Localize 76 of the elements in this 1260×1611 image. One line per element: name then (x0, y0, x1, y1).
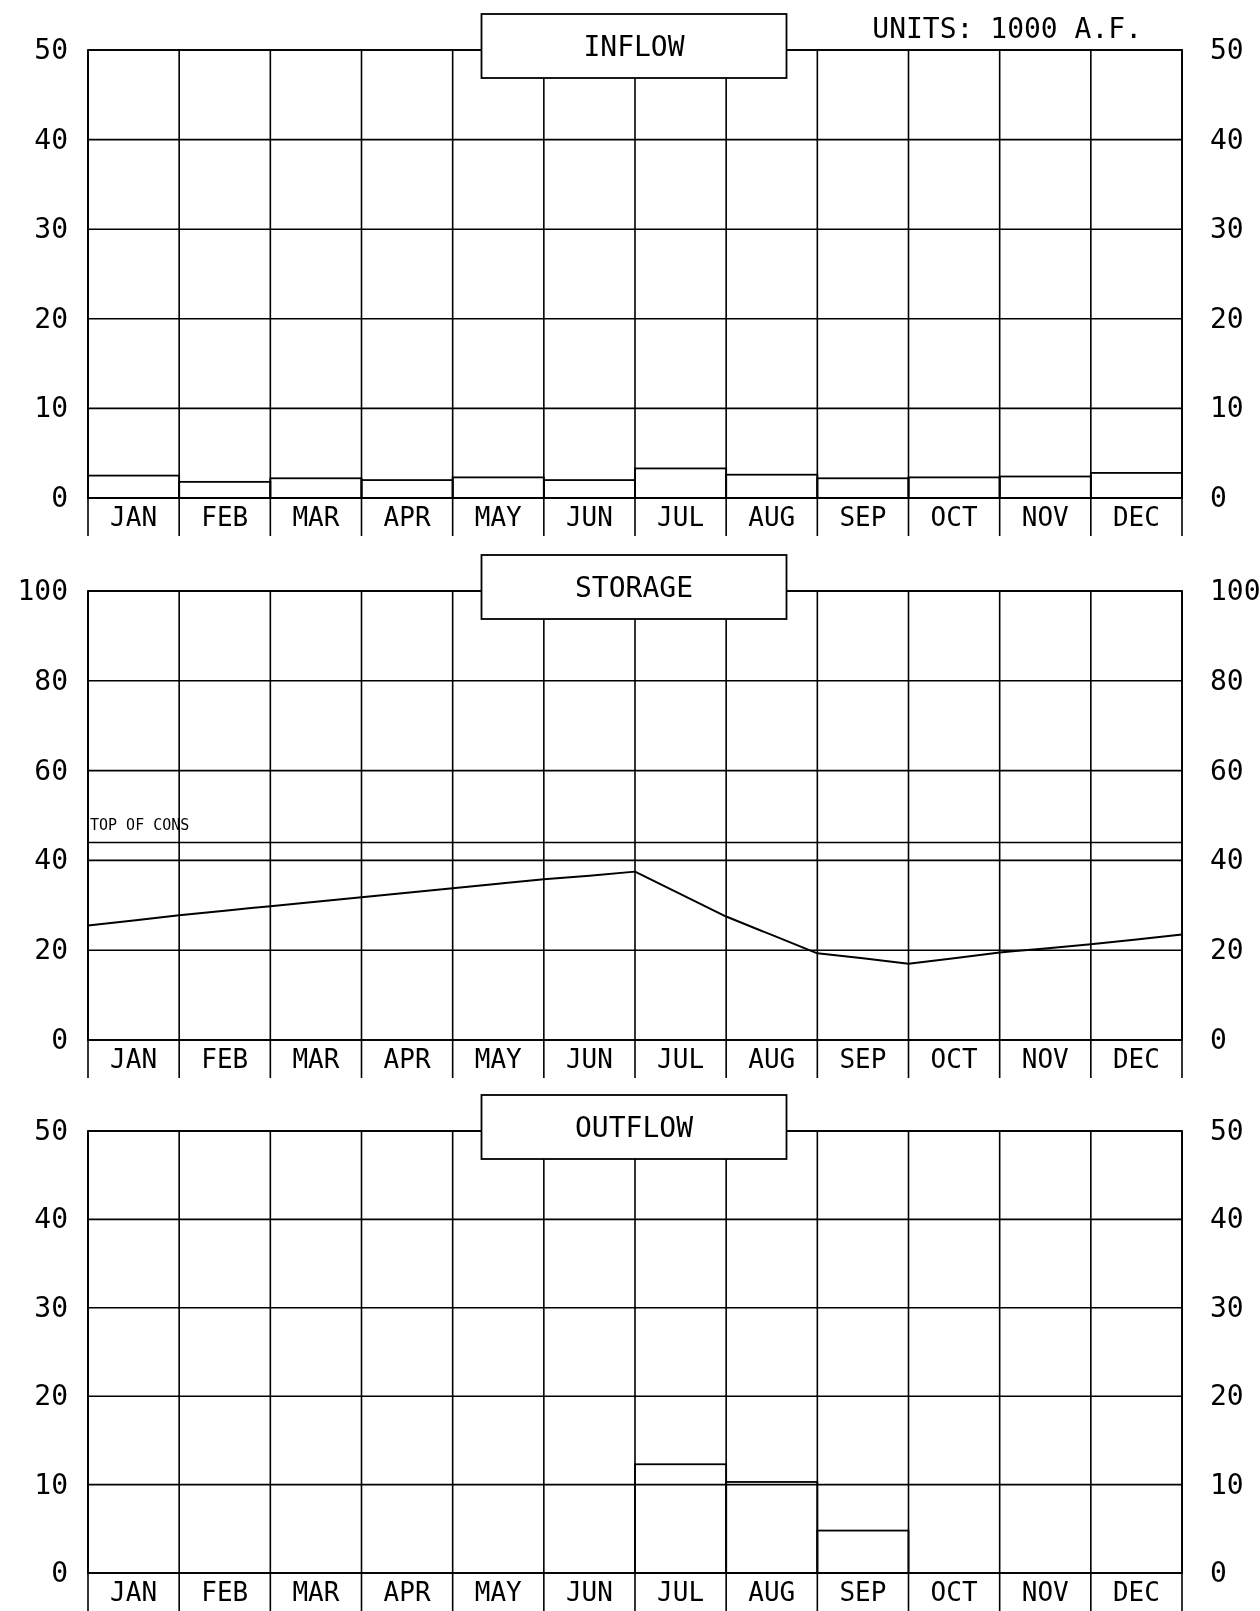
x-tick-label: JUL (657, 1044, 705, 1074)
x-tick-label: NOV (1021, 502, 1069, 532)
y2-tick-label: 40 (1210, 122, 1244, 156)
y2-tick-label: 40 (1210, 1202, 1244, 1236)
y-tick-label: 20 (34, 1379, 68, 1413)
y-tick-label: 20 (34, 933, 68, 967)
x-tick-label: MAR (292, 1044, 340, 1074)
x-tick-label: NOV (1021, 1577, 1069, 1607)
y-tick-label: 50 (34, 1114, 68, 1147)
y-tick-label: 40 (34, 843, 68, 877)
x-tick-label: FEB (201, 502, 249, 532)
x-tick-label: OCT (930, 502, 978, 532)
y2-tick-label: 80 (1210, 663, 1244, 697)
x-tick-label: SEP (839, 1577, 887, 1607)
x-tick-label: AUG (748, 1577, 796, 1607)
y2-tick-label: 60 (1210, 753, 1244, 787)
x-tick-label: MAY (474, 1044, 523, 1074)
x-tick-label: JUL (657, 1577, 705, 1607)
y2-tick-label: 50 (1210, 1114, 1244, 1147)
text: UNITS: 1000 A.F. (872, 12, 1142, 45)
chart-title: STORAGE (574, 571, 694, 604)
y2-tick-label: 40 (1210, 843, 1244, 877)
y2-tick-label: 10 (1210, 391, 1244, 425)
x-tick-label: DEC (1112, 1044, 1160, 1074)
y-tick-label: 10 (34, 1467, 68, 1501)
y2-tick-label: 50 (1210, 33, 1244, 66)
x-tick-label: APR (383, 1044, 431, 1074)
y2-tick-label: 20 (1210, 933, 1244, 967)
x-tick-label: AUG (748, 1044, 796, 1074)
y2-tick-label: 30 (1210, 1290, 1244, 1324)
x-tick-label: DEC (1112, 1577, 1160, 1607)
x-tick-label: JAN (110, 502, 158, 532)
x-tick-label: OCT (930, 1577, 978, 1607)
x-tick-label: OCT (930, 1044, 978, 1074)
y2-tick-label: 100 (1210, 574, 1260, 607)
y2-tick-label: 0 (1210, 1023, 1227, 1056)
y2-tick-label: 20 (1210, 1379, 1244, 1413)
chart-title: INFLOW (583, 30, 685, 63)
chart-title: OUTFLOW (574, 1111, 694, 1144)
x-tick-label: APR (383, 502, 431, 532)
x-tick-label: JUN (565, 502, 613, 532)
x-tick-label: SEP (839, 1044, 887, 1074)
y2-tick-label: 10 (1210, 1467, 1244, 1501)
y-tick-label: 30 (34, 1290, 68, 1324)
x-tick-label: FEB (201, 1044, 249, 1074)
y-tick-label: 40 (34, 1202, 68, 1236)
y-tick-label: 80 (34, 663, 68, 697)
y-tick-label: 60 (34, 753, 68, 787)
x-tick-label: JUN (565, 1577, 613, 1607)
x-tick-label: SEP (839, 502, 887, 532)
y2-tick-label: 0 (1210, 481, 1227, 514)
x-tick-label: NOV (1021, 1044, 1069, 1074)
y-tick-label: 50 (34, 33, 68, 66)
x-tick-label: AUG (748, 502, 796, 532)
y2-tick-label: 20 (1210, 301, 1244, 335)
x-tick-label: MAY (474, 1577, 523, 1607)
y-tick-label: 40 (34, 122, 68, 156)
y-tick-label: 30 (34, 212, 68, 246)
y2-tick-label: 0 (1210, 1556, 1227, 1589)
x-tick-label: MAY (474, 502, 523, 532)
y-tick-label: 0 (51, 481, 68, 514)
x-tick-label: JUL (657, 502, 705, 532)
x-tick-label: FEB (201, 1577, 249, 1607)
y-tick-label: 10 (34, 391, 68, 425)
x-tick-label: APR (383, 1577, 431, 1607)
x-tick-label: MAR (292, 502, 340, 532)
x-tick-label: JUN (565, 1044, 613, 1074)
y-tick-label: 100 (17, 574, 68, 607)
y-tick-label: 0 (51, 1556, 68, 1589)
x-tick-label: MAR (292, 1577, 340, 1607)
x-tick-label: JAN (110, 1577, 158, 1607)
y-tick-label: 0 (51, 1023, 68, 1056)
x-tick-label: JAN (110, 1044, 158, 1074)
y-tick-label: 20 (34, 301, 68, 335)
y2-tick-label: 30 (1210, 212, 1244, 246)
x-tick-label: DEC (1112, 502, 1160, 532)
